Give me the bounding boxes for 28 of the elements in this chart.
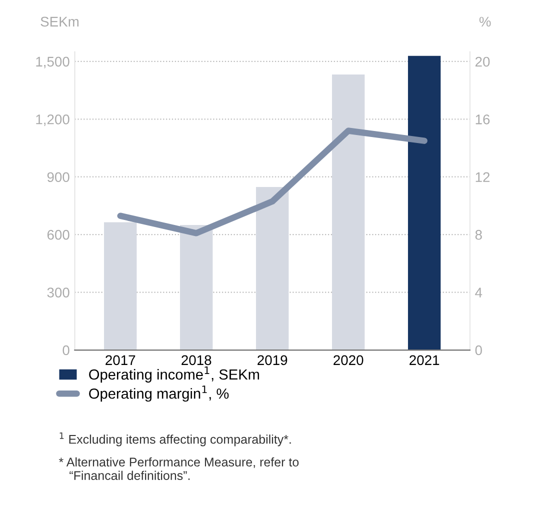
y-tick-label: 1,500	[36, 56, 70, 68]
y2-tick-label: 12	[476, 172, 490, 182]
text: $^{1}$ Excluding items affecting comparability*.	[60, 432, 291, 446]
bar	[180, 224, 213, 350]
x-tick-label: 2021	[410, 355, 440, 366]
bar	[332, 74, 365, 350]
bar	[408, 56, 441, 350]
y2-tick-label: 0	[475, 345, 482, 356]
x-tick-label: 2020	[334, 355, 364, 366]
y-tick-label: 1,200	[36, 114, 70, 126]
y-tick-label: 600	[47, 230, 70, 240]
y-axis-title: SEKm	[40, 16, 78, 27]
legend-label: Operating margin$^{1}$, %	[89, 386, 229, 402]
y2-tick-label: 4	[475, 288, 482, 298]
y-tick-label: 300	[47, 288, 70, 298]
legend-label: Operating income$^{1}$, SEKm	[89, 366, 260, 383]
bar	[256, 187, 289, 350]
x-tick-label: 2018	[182, 355, 212, 366]
y-tick-label: 900	[47, 172, 70, 182]
y-tick-label: 0	[62, 345, 70, 356]
y2-axis-title: %	[479, 16, 491, 27]
x-tick-label: 2017	[106, 355, 136, 366]
x-tick-label: 2019	[258, 355, 288, 366]
text: * Alternative Performance Measure, refer to “Financail definitions”.	[58, 457, 299, 480]
bar	[104, 222, 137, 350]
y2-tick-label: 16	[476, 114, 490, 124]
y2-tick-label: 8	[475, 230, 482, 240]
y2-tick-label: 20	[475, 56, 490, 67]
